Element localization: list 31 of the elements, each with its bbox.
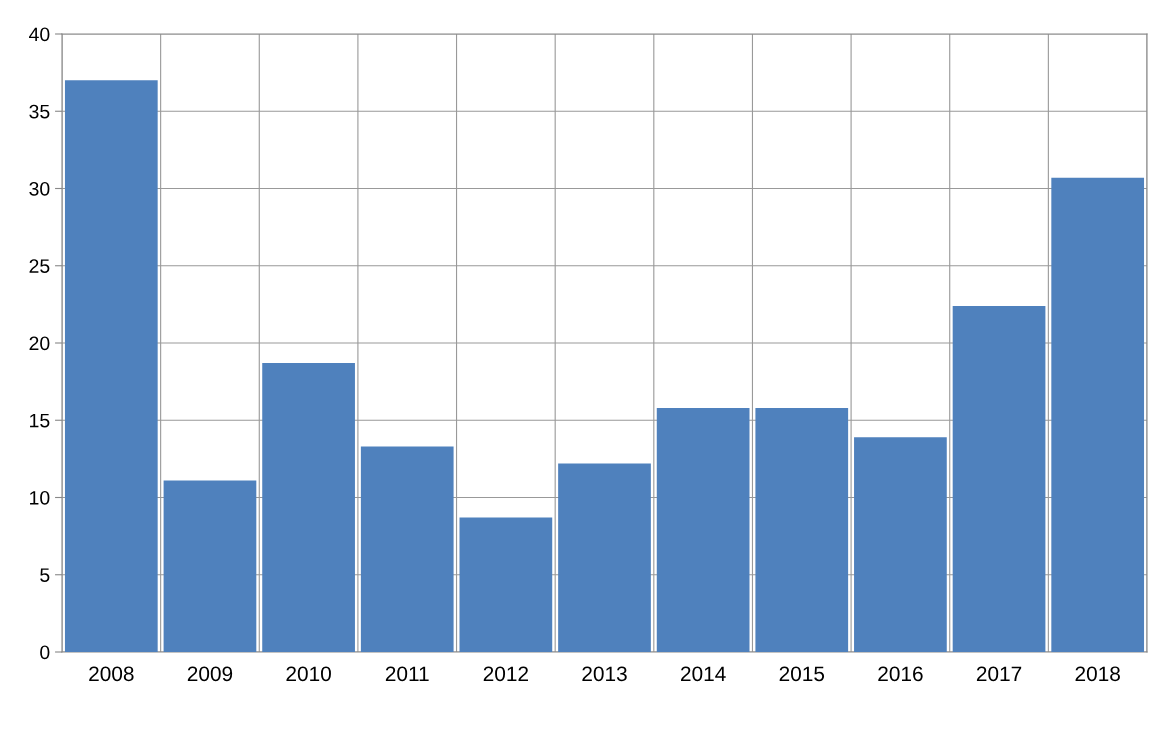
y-tick-label: 30	[29, 181, 50, 196]
bar	[64, 80, 158, 652]
y-tick-label: 15	[30, 413, 50, 428]
bar	[1051, 177, 1145, 652]
y-tick-label: 20	[29, 336, 50, 351]
x-tick-label: 2015	[779, 666, 825, 682]
bar	[360, 446, 454, 652]
x-tick-label: 2018	[1075, 666, 1120, 682]
x-tick-label: 2017	[976, 666, 1022, 682]
x-tick-label: 2009	[187, 666, 233, 682]
y-tick-label: 0	[40, 645, 50, 660]
x-tick-label: 2012	[483, 666, 528, 682]
x-tick-label: 2016	[878, 666, 923, 682]
bar	[952, 305, 1046, 652]
y-tick-label: 5	[40, 568, 50, 582]
x-tick-label: 2013	[582, 666, 627, 682]
bar	[459, 517, 553, 652]
bar	[262, 363, 355, 652]
bar	[163, 480, 257, 652]
bar	[755, 407, 849, 652]
y-tick-label: 25	[29, 259, 50, 273]
bar	[656, 407, 750, 652]
x-tick-label: 2008	[89, 666, 134, 682]
y-tick-label: 10	[30, 490, 50, 505]
y-tick-label: 35	[29, 104, 50, 119]
x-tick-label: 2011	[385, 666, 429, 682]
x-tick-label: 2014	[681, 666, 726, 682]
bar	[558, 463, 651, 652]
x-tick-label: 2010	[286, 666, 331, 682]
bar	[854, 437, 947, 652]
y-tick-label: 40	[29, 27, 50, 42]
